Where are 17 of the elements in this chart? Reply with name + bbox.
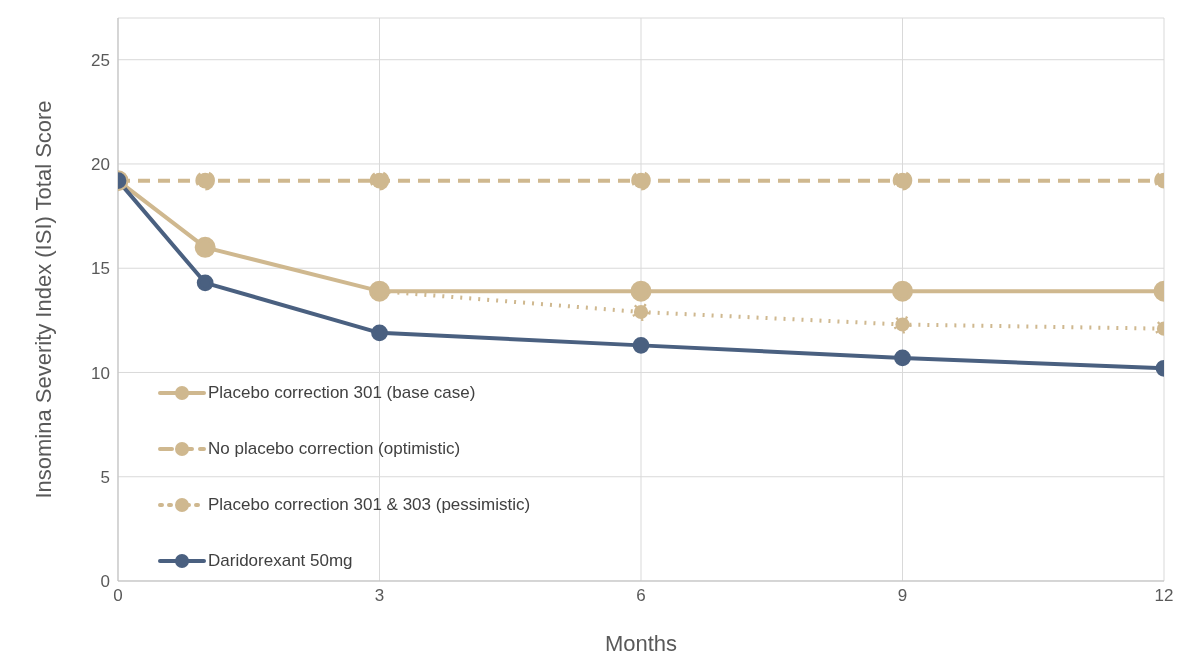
x-tick-label: 0 xyxy=(113,586,123,606)
y-tick-label: 20 xyxy=(91,155,110,174)
y-axis-title: Insomina Severity Index (ISI) Total Score xyxy=(30,100,56,499)
x-tick-label: 3 xyxy=(374,586,385,606)
legend-label: No placebo correction (optimistic) xyxy=(208,439,461,459)
x-tick-label: 9 xyxy=(897,586,908,606)
y-tick-label: 10 xyxy=(91,363,110,383)
x-tick-label: 6 xyxy=(636,586,646,606)
x-tick-label: 12 xyxy=(1154,586,1174,606)
y-tick-label: 15 xyxy=(91,259,110,279)
legend-label: Placebo correction 301 & 303 (pessimistic) xyxy=(208,495,531,515)
x-axis-title: Months xyxy=(604,631,678,656)
y-tick-label: 25 xyxy=(91,50,110,70)
y-tick-label: 5 xyxy=(100,467,110,487)
legend-label: Placebo correction 301 (base case) xyxy=(208,383,476,403)
legend-label: Daridorexant 50mg xyxy=(208,551,353,571)
y-tick-label: 0 xyxy=(100,572,110,592)
